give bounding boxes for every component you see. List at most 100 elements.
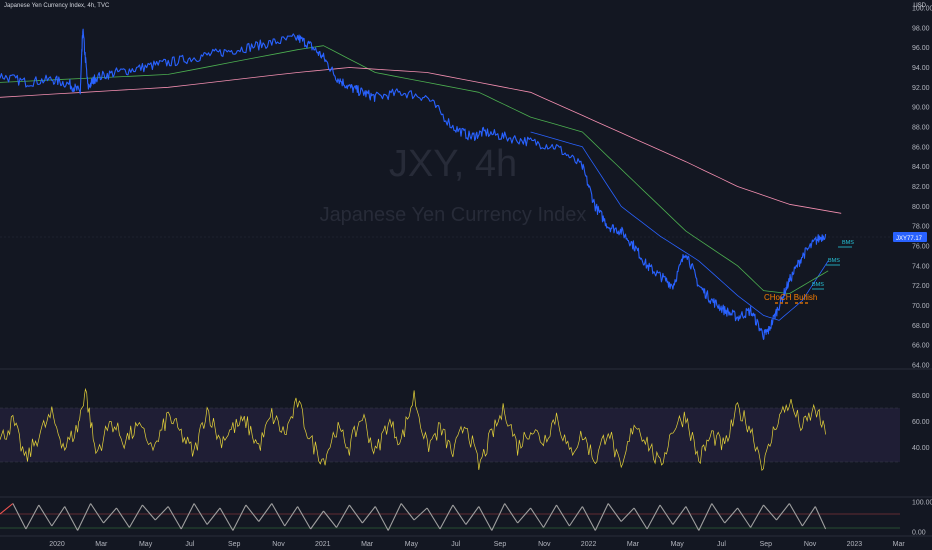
stoch-segment [517, 507, 532, 524]
price-tick-label: 74.00 [912, 263, 930, 270]
stoch-segment [685, 506, 700, 531]
time-tick-label: 2020 [49, 541, 65, 548]
stoch-segment [788, 503, 803, 527]
price-tick-label: 84.00 [912, 164, 930, 171]
price-tick-label: 70.00 [912, 303, 930, 310]
chart-title: Japanese Yen Currency Index, 4h, TVC [4, 3, 110, 9]
stoch-segment [737, 507, 752, 528]
price-tick-label: 80.00 [912, 204, 930, 211]
price-tick-label: 78.00 [912, 224, 930, 231]
time-tick-label: Nov [538, 541, 551, 548]
stoch-segment [491, 503, 506, 531]
price-tick-label: 64.00 [912, 363, 930, 370]
time-tick-label: May [139, 541, 153, 548]
stoch-segment [387, 503, 402, 531]
rsi-tick-label: 40.00 [912, 445, 930, 452]
price-tick-label: 82.00 [912, 184, 930, 191]
price-tick-label: 72.00 [912, 283, 930, 290]
series-ema-slow [0, 67, 842, 214]
rsi-tick-label: 60.00 [912, 419, 930, 426]
stoch-segment [128, 504, 143, 528]
stoch-segment [556, 504, 570, 527]
stoch-segment [51, 506, 66, 527]
stoch-segment [64, 506, 79, 531]
time-tick-label: Jul [185, 541, 194, 548]
stoch-segment [452, 504, 467, 525]
rsi-band [0, 408, 900, 462]
price-tick-label: 92.00 [912, 85, 930, 92]
price-tick-label: 94.00 [912, 65, 930, 72]
rsi-tick-label: 80.00 [912, 393, 930, 400]
time-tick-label: May [671, 541, 685, 548]
price-pane[interactable] [0, 28, 842, 340]
stoch-segment [711, 503, 726, 524]
stoch-segment [568, 506, 583, 527]
stoch-segment [154, 506, 169, 521]
stoch-segment [763, 504, 777, 521]
stoch-segment [801, 506, 816, 527]
price-tick-label: 76.00 [912, 244, 930, 251]
stoch-segment [103, 507, 117, 524]
stoch-segment [672, 506, 687, 525]
stoch-segment [530, 507, 544, 528]
price-axis[interactable]: 100.00 98.00 96.00 94.00 92.00 90.00 88.00 86.0… [912, 6, 932, 537]
stoch-segment [400, 503, 415, 521]
watermark-name: Japanese Yen Currency Index [320, 204, 587, 226]
stoch-segment [646, 504, 661, 530]
time-axis[interactable]: 2020 Mar May Jul Sep Nov 2021 Mar May Jul Sep Nov 20… [49, 541, 905, 548]
currency-label: USD [913, 3, 926, 9]
stoch-segment [271, 503, 286, 527]
stoch-segment [361, 506, 376, 524]
stoch-segment [504, 503, 519, 524]
time-tick-label: 2022 [581, 541, 597, 548]
time-tick-label: Nov [804, 541, 817, 548]
time-tick-label: Sep [494, 541, 507, 548]
last-price-tag[interactable]: JXY 77.17 [893, 232, 927, 242]
stoch-segment [245, 504, 260, 522]
stoch-segment [814, 506, 827, 530]
time-tick-label: 2023 [847, 541, 863, 548]
stoch-segment [310, 510, 324, 530]
bms-label-1: BMS [812, 282, 824, 288]
time-tick-label: May [405, 541, 419, 548]
price-tick-label: 88.00 [912, 125, 930, 132]
time-tick-label: Jul [451, 541, 460, 548]
stoch-segment [465, 506, 480, 525]
stoch-segment [232, 504, 247, 531]
stoch-segment [116, 507, 130, 528]
stoch-segment [141, 504, 156, 521]
time-tick-label: Jul [717, 541, 726, 548]
time-tick-label: Mar [627, 541, 640, 548]
stoch-segment [374, 506, 389, 531]
choch-label: CHoCH Bullish [764, 293, 817, 302]
stoch-tick-label: 0.00 [912, 530, 926, 537]
stoch-segment [620, 507, 635, 522]
stoch-segment [348, 504, 363, 524]
stoch-segment [77, 503, 92, 531]
price-tag-background [893, 232, 927, 242]
series-jxy [0, 28, 827, 340]
stoch-segment [750, 504, 764, 528]
stoch-segment [193, 503, 208, 525]
stoch-segment [776, 503, 790, 521]
stoch-segment [439, 504, 454, 530]
stoch-segment [633, 507, 648, 530]
price-tick-label: 98.00 [912, 25, 930, 32]
time-tick-label: Nov [272, 541, 285, 548]
stoch-segment [698, 503, 713, 531]
stoch-segment [413, 507, 428, 521]
rsi-pane[interactable] [0, 387, 826, 472]
stoch-pane[interactable] [0, 503, 827, 531]
price-tick-label: 96.00 [912, 45, 930, 52]
price-tick-label: 90.00 [912, 105, 930, 112]
stoch-segment [219, 507, 234, 531]
price-tick-label: 68.00 [912, 323, 930, 330]
stoch-segment [206, 507, 221, 525]
stoch-segment [607, 503, 622, 522]
stoch-segment [284, 506, 299, 527]
stoch-segment [0, 503, 14, 515]
stoch-segment [167, 506, 182, 530]
price-tag-symbol: JXY [896, 236, 907, 242]
bms-label-3: BMS [842, 240, 854, 246]
